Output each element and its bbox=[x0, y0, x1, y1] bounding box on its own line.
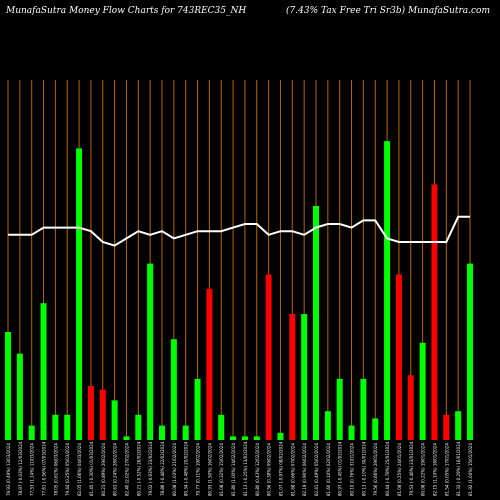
chart-header: MunafaSutra Money Flow Charts for 743REC… bbox=[0, 0, 500, 30]
x-tick-label: 77.61 (-0.56%) 07/03/2024 bbox=[42, 441, 47, 496]
x-tick-label: 82.15 (1.10%) 18/01/2024 bbox=[432, 443, 437, 496]
x-tick-label: 82.41 (0.49%) 05/02/2024 bbox=[314, 443, 319, 496]
x-tick-label: 79.02 (-0.93%) 23/02/2024 bbox=[148, 441, 153, 496]
money-flow-bar bbox=[372, 418, 379, 440]
x-tick-label: 81.32 (-0.29%) 16/01/2024 bbox=[456, 441, 461, 496]
money-flow-bar bbox=[28, 425, 35, 440]
x-tick-label: 81.13 (-0.25%) 13/02/2024 bbox=[243, 441, 248, 496]
x-tick-label: 82.05 (1.06%) 04/03/2024 bbox=[77, 443, 82, 496]
x-tick-label: 80.44 (-0.78%) 25/01/2024 bbox=[385, 441, 390, 496]
money-flow-bar bbox=[159, 425, 165, 440]
money-flow-bar bbox=[431, 184, 438, 440]
x-tick-label: 79.53 (-0.46%) 23/01/2024 bbox=[409, 441, 414, 496]
x-tick-label: 81.54 (0.05%) 17/01/2024 bbox=[444, 443, 449, 496]
x-tick-label: 80.21 (-0.52%) 26/02/2024 bbox=[136, 441, 141, 496]
money-flow-bar bbox=[407, 375, 414, 440]
money-flow-bar bbox=[443, 414, 450, 440]
x-tick-label: 81.60 (0.10%) 02/02/2024 bbox=[326, 443, 331, 496]
money-flow-bar bbox=[467, 263, 473, 440]
x-tick-label: 81.07 (-0.97%) 08/02/2024 bbox=[278, 441, 283, 496]
money-flow-bar bbox=[301, 314, 308, 440]
x-tick-label: 79.93 (0.49%) 13/03/2024 bbox=[6, 443, 11, 496]
price-line-path bbox=[8, 215, 470, 247]
x-tick-label: 81.45 (-0.30%) 01/03/2024 bbox=[89, 441, 94, 496]
x-tick-label: 79.77 (0.11%) 19/02/2024 bbox=[196, 443, 201, 496]
money-flow-bar bbox=[277, 432, 284, 440]
money-flow-bar bbox=[87, 386, 94, 440]
money-flow-bar bbox=[384, 141, 391, 440]
x-tick-label: 80.34 (-0.48%) 20/02/2024 bbox=[184, 441, 189, 496]
money-flow-bar bbox=[360, 378, 367, 440]
x-tick-label: 78.86 (-0.48%) 22/02/2024 bbox=[160, 441, 165, 496]
x-tick-label: 80.13 (-0.10%) 30/01/2024 bbox=[361, 441, 366, 496]
x-tick-label: 77.53 (1.14%) 11/03/2024 bbox=[30, 443, 35, 496]
money-flow-bar bbox=[289, 314, 296, 440]
money-flow-bar bbox=[218, 414, 225, 440]
bars bbox=[5, 141, 473, 440]
chart-source: (7.43% Tax Free Tri Sr3b) MunafaSutra.co… bbox=[286, 6, 490, 16]
money-flow-bar bbox=[5, 332, 11, 440]
money-flow-bar bbox=[52, 414, 59, 440]
x-tick-label: 80.63 (0.24%) 28/02/2024 bbox=[113, 443, 118, 496]
money-flow-bar bbox=[348, 425, 355, 440]
x-tick-label: 80.97 (-0.45%) 01/02/2024 bbox=[338, 441, 343, 496]
x-tick-label: 81.68 (0.66%) 07/02/2024 bbox=[290, 443, 295, 496]
x-tick-label: 82.40 (2.02%) 27/02/2024 bbox=[124, 443, 129, 496]
money-flow-bar bbox=[99, 389, 106, 440]
x-tick-label: 81.08 (0.25%) 24/01/2024 bbox=[397, 443, 402, 496]
x-tick-label: 80.56 (0.38%) 09/02/2024 bbox=[267, 443, 272, 496]
x-tick-label: 80.10 (0.76%) 31/01/2024 bbox=[350, 443, 355, 496]
money-flow-bar bbox=[16, 353, 23, 440]
x-tick-label: 78.97 (-0.03%) 12/03/2024 bbox=[18, 441, 23, 496]
money-flow-bar bbox=[194, 378, 201, 440]
x-tick-label: 81.92 (1.04%) 15/01/2024 bbox=[468, 443, 473, 496]
x-tick-labels: 79.93 (0.49%) 13/03/2024 78.97 (-0.03%) 1… bbox=[6, 441, 473, 496]
money-flow-bar bbox=[182, 425, 189, 440]
x-tick-label: 81.08 (0.32%) 15/02/2024 bbox=[219, 443, 224, 496]
x-tick-label: 80.93 (1.50%) 16/02/2024 bbox=[207, 443, 212, 496]
x-tick-label: 79.56 (0.66%) 29/01/2024 bbox=[373, 443, 378, 496]
price-line bbox=[8, 215, 470, 247]
x-tick-label: 81.80 (1.00%) 14/02/2024 bbox=[231, 443, 236, 496]
money-flow-bar bbox=[313, 206, 319, 440]
money-flow-bar bbox=[265, 274, 272, 440]
money-flow-bar bbox=[230, 436, 237, 440]
x-tick-label: 80.08 (1.03%) 21/02/2024 bbox=[172, 443, 177, 496]
money-flow-bar bbox=[170, 339, 177, 440]
x-tick-label: 82.19 (0.90%) 06/02/2024 bbox=[302, 443, 307, 496]
money-flow-bar bbox=[135, 414, 142, 440]
money-flow-bar bbox=[123, 436, 130, 440]
money-flow-bar bbox=[419, 342, 426, 440]
money-flow-bar bbox=[455, 411, 462, 440]
chart-title: MunafaSutra Money Flow Charts for 743REC… bbox=[6, 6, 247, 16]
money-flow-bar bbox=[395, 274, 402, 440]
money-flow-bar bbox=[64, 414, 71, 440]
money-flow-bar bbox=[76, 148, 83, 440]
money-flow-bar bbox=[147, 263, 154, 440]
money-flow-bar bbox=[324, 411, 331, 440]
x-tick-label: 80.08 (0.22%) 19/01/2024 bbox=[421, 443, 426, 496]
money-flow-bar bbox=[111, 400, 118, 440]
x-tick-label: 79.44 (0.25%) 05/03/2024 bbox=[65, 443, 70, 496]
money-flow-bar bbox=[336, 378, 343, 440]
money-flow-bar bbox=[40, 303, 47, 440]
x-tick-label: 80.23 (0.89%) 29/02/2024 bbox=[101, 443, 106, 496]
money-flow-bar bbox=[206, 288, 213, 440]
money-flow-bar bbox=[241, 436, 248, 440]
x-tick-label: 80.80 (0.43%) 12/02/2024 bbox=[255, 443, 260, 496]
x-tick-label: 78.05 (0.61%) 06/03/2024 bbox=[53, 443, 58, 496]
money-flow-bar bbox=[253, 436, 260, 440]
